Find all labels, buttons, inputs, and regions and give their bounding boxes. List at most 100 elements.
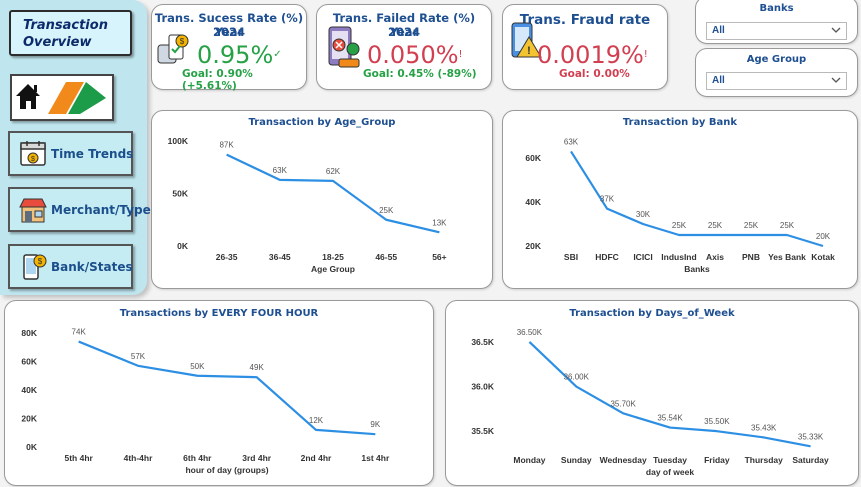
x-tick-label: 26-35: [216, 252, 238, 262]
banks-dropdown[interactable]: All: [706, 22, 847, 40]
x-tick-label: 46-55: [375, 252, 397, 262]
y-tick-label: 40K: [21, 385, 37, 395]
nav-time-trends-button[interactable]: $ Time Trends: [8, 131, 133, 176]
data-label: 35.70K: [610, 399, 636, 408]
x-axis-label: Banks: [684, 264, 710, 274]
kpi-failed-title-line1: Trans. Failed Rate (%) Year: [332, 11, 476, 39]
data-label: 25K: [744, 221, 759, 230]
svg-text:$: $: [180, 37, 185, 46]
y-tick-label: 0K: [26, 442, 38, 452]
kpi-failed-rate-card: Trans. Failed Rate (%) Year 2024 0.050%!…: [316, 4, 492, 90]
x-tick-label: Friday: [704, 455, 730, 465]
data-label: 12K: [309, 416, 324, 425]
x-tick-label: 18-25: [322, 252, 344, 262]
age-group-slicer: Age Group All: [695, 48, 858, 97]
data-label: 57K: [131, 352, 146, 361]
kpi-success-title-line1: Trans. Sucess Rate (%) Year: [154, 11, 304, 39]
x-tick-label: Saturday: [792, 455, 829, 465]
banks-slicer: Banks All: [695, 0, 858, 44]
x-tick-label: 56+: [432, 252, 446, 262]
x-tick-label: Monday: [513, 455, 545, 465]
data-label: 36.50K: [517, 328, 543, 337]
y-tick-label: 40K: [525, 197, 541, 207]
store-icon: [19, 198, 47, 222]
data-label: 87K: [219, 141, 234, 150]
x-tick-label: 4th-4hr: [124, 453, 154, 463]
kpi-failed-title-line2: 2024: [387, 25, 420, 39]
x-axis-label: day of week: [646, 467, 694, 477]
data-label: 49K: [250, 363, 265, 372]
navigation-sidebar: Transaction Overview $ Time Trends: [0, 0, 151, 295]
phone-payment-icon: $: [23, 253, 47, 280]
kpi-success-goal: Goal: 0.90% (+5.61%): [182, 68, 253, 92]
data-label: 35.33K: [798, 432, 824, 441]
x-axis-label: hour of day (groups): [185, 465, 268, 475]
upi-logo-icon: [48, 82, 106, 114]
series-line: [570, 150, 824, 248]
y-tick-label: 20K: [21, 414, 37, 424]
nav-bank-states-label: Bank/States: [51, 259, 133, 274]
kpi-failed-goal: Goal: 0.45% (-89%): [363, 68, 477, 80]
data-label: 35.54K: [657, 414, 683, 423]
chart-age-group-title: Transaction by Age_Group: [248, 117, 396, 128]
svg-text:$: $: [38, 257, 43, 266]
x-tick-label: 2nd 4hr: [301, 453, 332, 463]
x-tick-label: Yes Bank: [768, 252, 806, 262]
home-icon: [16, 84, 40, 109]
x-tick-label: Wednesday: [600, 455, 647, 465]
y-tick-label: 0K: [177, 241, 189, 251]
svg-text:!: !: [527, 45, 531, 57]
kpi-fraud-goal: Goal: 0.00%: [559, 68, 630, 80]
data-label: 13K: [432, 218, 447, 227]
x-tick-label: 6th 4hr: [183, 453, 212, 463]
fraud-warning-icon: !: [511, 22, 542, 58]
nav-time-trends-label: Time Trends: [51, 146, 134, 161]
x-tick-label: ICICI: [633, 252, 652, 262]
x-tick-label: IndusInd: [661, 252, 696, 262]
y-tick-label: 50K: [172, 189, 188, 199]
data-label: 30K: [636, 210, 651, 219]
nav-merchant-type-label: Merchant/Type: [51, 202, 151, 217]
nav-bank-states-button[interactable]: $ Bank/States: [8, 244, 133, 289]
y-tick-label: 36.0K: [471, 382, 495, 392]
kpi-fraud-title: Trans. Fraud rate: [519, 12, 651, 28]
series-line: [78, 340, 376, 436]
calendar-icon: $: [20, 140, 46, 166]
chart-days-of-week: Transaction by Days_of_Week 35.5K 36.0K 36…: [445, 300, 859, 486]
data-label: 63K: [273, 166, 288, 175]
age-group-dropdown-value: All: [712, 75, 725, 86]
money-success-icon: $: [157, 34, 189, 64]
data-label: 25K: [708, 221, 723, 230]
kpi-success-title-line2: 2024: [212, 25, 245, 39]
chart-bank-title: Transaction by Bank: [622, 117, 738, 128]
data-label: 36.00K: [564, 373, 590, 382]
age-group-dropdown[interactable]: All: [706, 72, 847, 90]
y-tick-label: 36.5K: [471, 337, 495, 347]
chart-four-hour-plot: 0K 20K 40K 60K 80K 5th 4hr 4th-4hr 6th 4hr 3rd 4…: [21, 328, 390, 475]
failed-payment-icon: [328, 26, 360, 68]
overview-title-box: Transaction Overview: [9, 10, 132, 56]
data-label: 50K: [190, 362, 205, 371]
banks-dropdown-value: All: [712, 25, 725, 36]
data-label: 63K: [564, 137, 579, 146]
nav-merchant-type-button[interactable]: Merchant/Type: [8, 187, 151, 232]
x-tick-label: Axis: [706, 252, 724, 262]
kpi-success-rate-card: Trans. Sucess Rate (%) Year 2024 $ 0.95%…: [151, 4, 307, 92]
home-button[interactable]: [10, 74, 114, 121]
chart-days-of-week-title: Transaction by Days_of_Week: [569, 308, 735, 319]
data-label: 25K: [780, 221, 795, 230]
x-tick-label: Kotak: [811, 252, 835, 262]
y-tick-label: 80K: [21, 328, 37, 338]
data-label: 62K: [326, 167, 341, 176]
x-tick-label: SBI: [564, 252, 578, 262]
chevron-down-icon: [831, 27, 841, 33]
data-label: 25K: [379, 206, 394, 215]
x-tick-label: 3rd 4hr: [242, 453, 272, 463]
x-tick-label: Sunday: [561, 455, 592, 465]
overview-title-line1: Transaction: [23, 18, 108, 33]
data-label: 20K: [816, 232, 831, 241]
chart-days-of-week-plot: 35.5K 36.0K 36.5K Monday Sunday Wednesday Tues…: [471, 328, 829, 477]
x-tick-label: HDFC: [595, 252, 619, 262]
data-label: 74K: [72, 328, 87, 337]
chart-age-group-plot: 0K 50K 100K 26-35 36-45 18-25 46-55 56+ Age Grou…: [168, 136, 448, 274]
